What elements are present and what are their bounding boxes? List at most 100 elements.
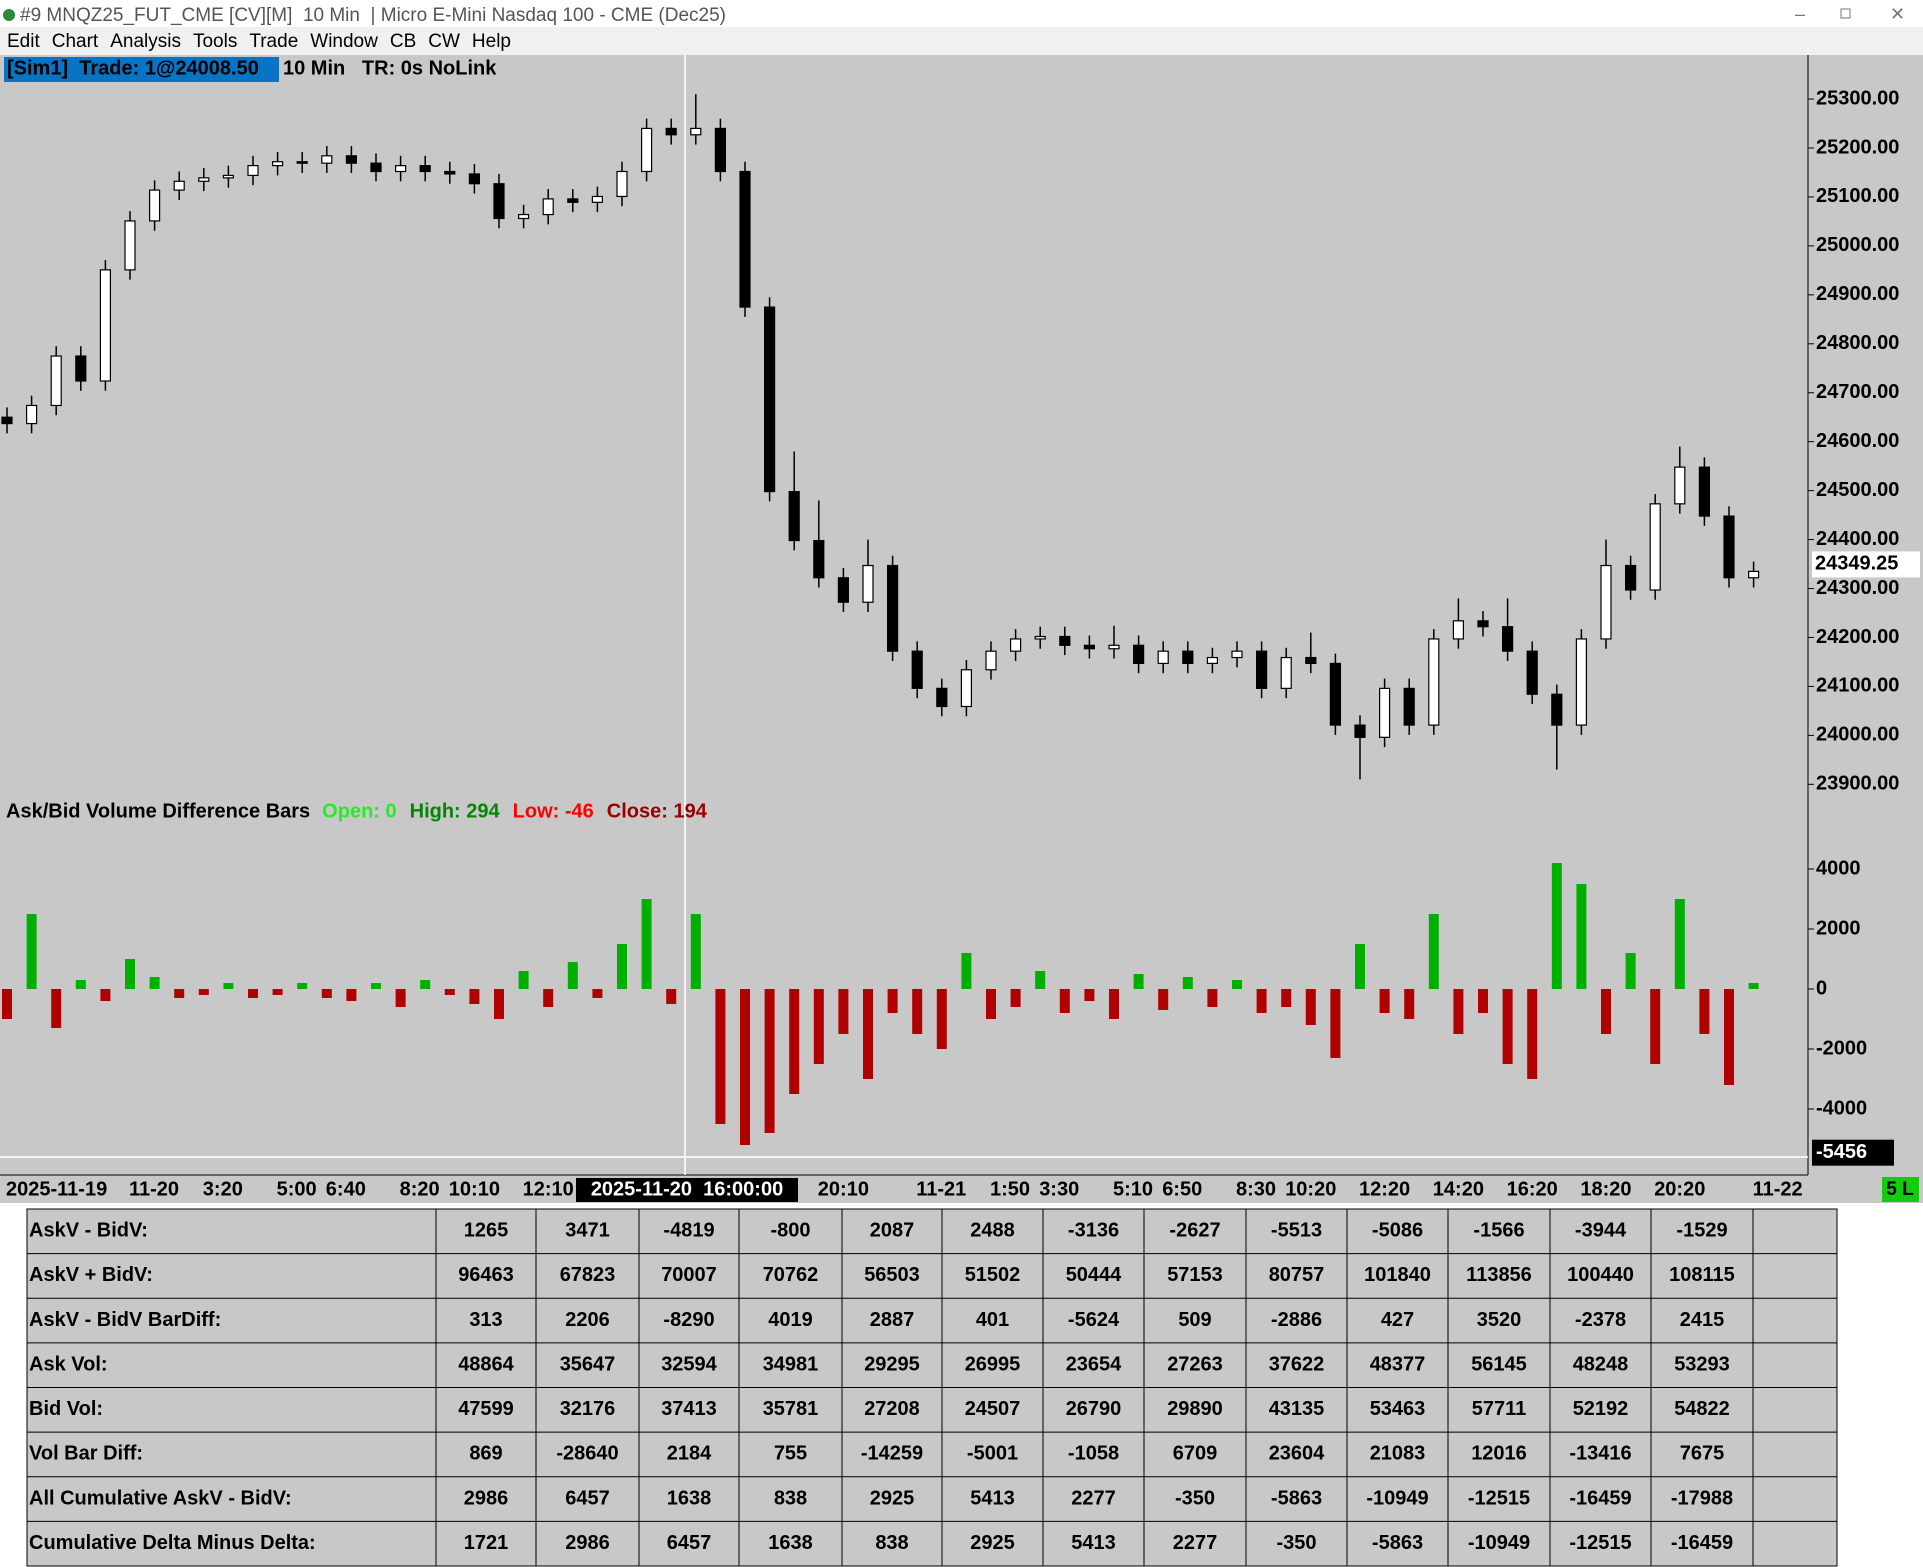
candle-body	[862, 564, 874, 603]
price-axis-area	[1808, 55, 1923, 1175]
candle-body	[690, 127, 702, 136]
table-cell: 313	[469, 1309, 502, 1331]
table-cell: 52192	[1573, 1398, 1629, 1420]
table-cell: -28640	[556, 1443, 618, 1465]
delta-bar	[494, 989, 504, 1019]
menu-item[interactable]: Trade	[249, 31, 298, 52]
table-cell: 5413	[970, 1487, 1015, 1509]
table-row-label: Bid Vol:	[29, 1398, 103, 1420]
menu-item[interactable]: Tools	[193, 31, 237, 52]
status-label: 5 L	[1886, 1179, 1914, 1200]
delta-bar	[1674, 899, 1685, 989]
delta-bar	[690, 914, 701, 989]
delta-bar	[149, 977, 160, 989]
menu-item[interactable]: Edit	[7, 31, 40, 52]
candle-body	[1034, 635, 1046, 640]
table-cell: 2277	[1071, 1487, 1116, 1509]
minimize-button[interactable]: –	[1795, 4, 1805, 24]
candle-body	[788, 491, 800, 542]
y-tick-label: 24700.00	[1816, 381, 1899, 403]
delta-bar	[1059, 989, 1070, 1013]
table-cell: 35647	[560, 1353, 616, 1375]
delta-bar	[1650, 989, 1661, 1064]
restore-button[interactable]	[1840, 8, 1851, 19]
table-cell: 70007	[661, 1264, 717, 1286]
table-cell: 2488	[970, 1220, 1015, 1242]
candle-body	[296, 161, 308, 164]
table-cell: 2184	[667, 1443, 712, 1465]
table-cell: 755	[774, 1443, 807, 1465]
delta-bar	[518, 971, 529, 989]
menu-item[interactable]: Help	[472, 31, 511, 52]
time-label: 10:20	[1285, 1178, 1336, 1200]
time-label: 12:20	[1359, 1178, 1410, 1200]
delta-bar	[1281, 989, 1292, 1007]
delta-bar	[1256, 989, 1267, 1013]
menu-item[interactable]: Chart	[52, 31, 99, 52]
y-tick-label: 24600.00	[1816, 430, 1899, 452]
delta-bar	[1305, 989, 1316, 1025]
study-y-tick-label: -4000	[1816, 1097, 1867, 1119]
table-row-label: All Cumulative AskV - BidV:	[29, 1487, 292, 1509]
delta-bar	[887, 989, 898, 1013]
delta-bar	[1428, 914, 1439, 989]
candle-body	[763, 306, 776, 493]
y-tick-label: 23900.00	[1816, 773, 1899, 795]
last-price-box	[1812, 551, 1920, 578]
table-cell: -1566	[1473, 1220, 1524, 1242]
delta-bar	[248, 989, 258, 998]
table-cell: 1265	[464, 1220, 509, 1242]
table-cell: 100440	[1567, 1264, 1634, 1286]
table-cell: 838	[774, 1487, 807, 1509]
table-cell: -3944	[1575, 1220, 1627, 1242]
account-text: [Sim1] Trade: 1@24008.50	[7, 57, 259, 79]
delta-bar	[567, 962, 578, 989]
candle-body	[26, 404, 38, 425]
table-cell: -2627	[1169, 1220, 1220, 1242]
menu-item[interactable]: Window	[310, 31, 378, 52]
close-button[interactable]: ✕	[1890, 4, 1905, 24]
candle-body	[542, 198, 554, 216]
table-cell: 2925	[970, 1532, 1015, 1554]
delta-bar	[75, 980, 86, 989]
delta-bar	[174, 989, 185, 998]
time-label: 5:10	[1113, 1178, 1153, 1200]
candle-body	[1132, 644, 1145, 665]
delta-bar	[1084, 989, 1095, 1001]
table-cell: 53463	[1370, 1398, 1426, 1420]
time-label: 2025-11-19	[6, 1178, 107, 1200]
candle-body	[321, 155, 333, 164]
delta-bar	[51, 989, 62, 1028]
delta-bar	[592, 989, 603, 998]
table-cell: -5863	[1372, 1532, 1423, 1554]
study-marker-label: -5456	[1816, 1141, 1867, 1163]
candle-body	[198, 177, 210, 182]
candle-body	[75, 355, 87, 382]
table-cell: -5086	[1372, 1220, 1423, 1242]
table-cell: 56503	[864, 1264, 920, 1286]
candle-body	[1747, 570, 1760, 579]
menu-item[interactable]: Analysis	[110, 31, 181, 52]
candle-body	[1428, 638, 1440, 726]
chart-info: 10 Min TR: 0s NoLink	[283, 57, 497, 79]
menu-item[interactable]: CW	[428, 31, 460, 52]
candle-body	[1575, 638, 1588, 726]
table-row-label: Ask Vol:	[29, 1353, 108, 1375]
table-cell: 12016	[1471, 1443, 1527, 1465]
study-y-tick-label: 2000	[1816, 917, 1861, 939]
delta-bar	[1379, 989, 1390, 1013]
delta-bar	[1330, 989, 1341, 1058]
candle-body	[1280, 656, 1292, 689]
time-label: 11-21	[916, 1178, 966, 1200]
delta-bar	[1232, 980, 1242, 989]
menu-item[interactable]: CB	[390, 31, 416, 52]
candle-body	[173, 180, 185, 191]
time-label: 14:20	[1433, 1178, 1484, 1200]
table-row-label: AskV - BidV:	[29, 1220, 148, 1242]
candle-body	[567, 198, 579, 203]
candle-body	[395, 165, 407, 173]
delta-bar	[371, 983, 381, 989]
time-label: 8:30	[1236, 1178, 1276, 1200]
study-y-tick-label: -2000	[1816, 1037, 1867, 1059]
